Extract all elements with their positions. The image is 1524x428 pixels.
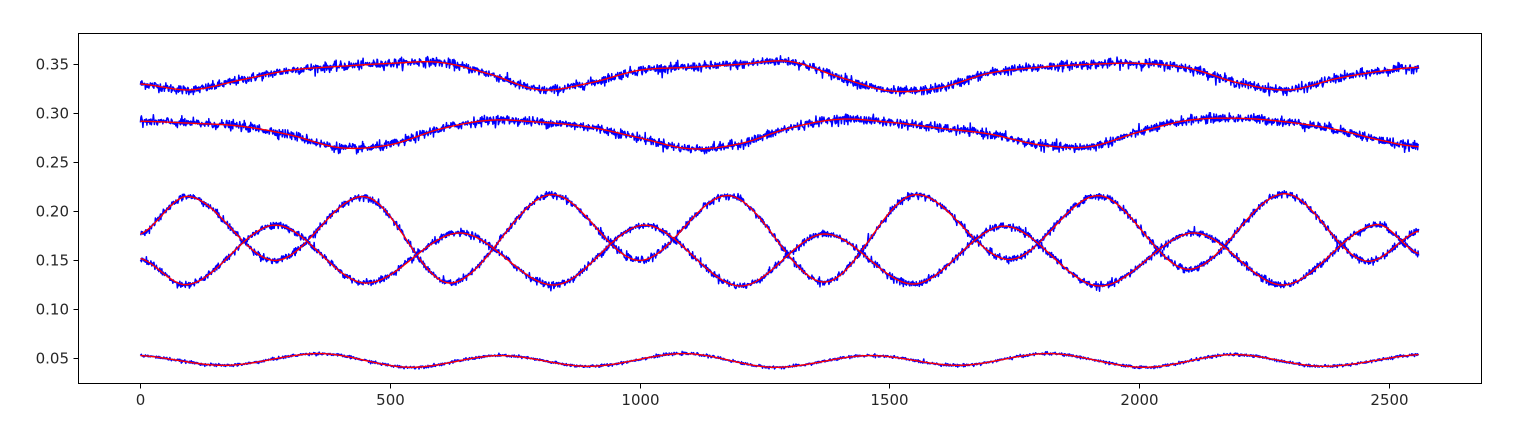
series-1-data-line <box>139 55 1420 97</box>
series-2-fit-line <box>140 117 1419 150</box>
series-5-fit-line <box>140 352 1419 369</box>
series-3-data-line <box>139 189 1420 288</box>
x-tick-label: 0 <box>136 391 146 409</box>
series-2-data-line <box>139 112 1420 155</box>
x-tick-label: 1500 <box>870 391 908 409</box>
x-tick-label: 2500 <box>1370 391 1408 409</box>
x-tick-label: 1000 <box>621 391 659 409</box>
series-layer <box>139 55 1420 370</box>
y-tick-label: 0.30 <box>36 105 69 123</box>
axes-frame <box>78 33 1482 384</box>
series-1-fit-line <box>140 60 1419 93</box>
series-4-fit-line <box>140 223 1419 287</box>
series-3-fit-line <box>140 193 1419 284</box>
x-axis: 0 500 1000 1500 2000 2500 <box>136 383 1409 409</box>
y-tick-label: 0.20 <box>36 203 69 221</box>
x-tick-label: 500 <box>376 391 405 409</box>
y-tick-label: 0.15 <box>36 252 69 270</box>
y-tick-label: 0.35 <box>36 56 69 74</box>
y-tick-label: 0.25 <box>36 154 69 172</box>
y-axis: 0.05 0.10 0.15 0.20 0.25 0.30 0.35 <box>36 56 79 368</box>
y-tick-label: 0.05 <box>36 350 69 368</box>
x-tick-label: 2000 <box>1120 391 1158 409</box>
y-tick-label: 0.10 <box>36 301 69 319</box>
series-4-data-line <box>139 220 1420 292</box>
